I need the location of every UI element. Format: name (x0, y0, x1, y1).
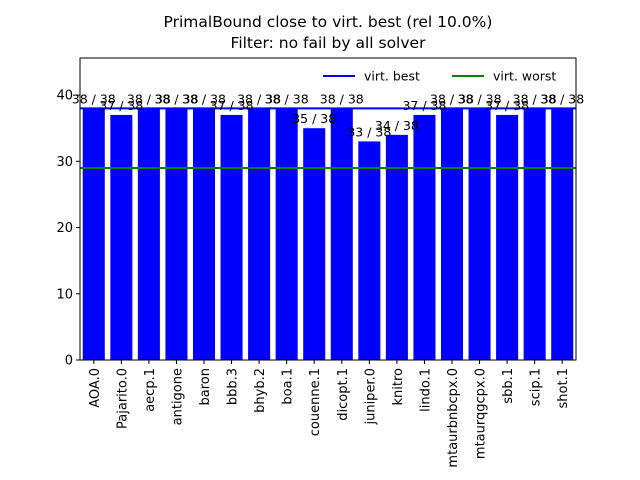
data-label-aoa-0: 38 / 38 (72, 91, 116, 106)
bar-juniper-0 (358, 141, 381, 360)
legend-label-virt-worst: virt. worst (493, 69, 556, 84)
x-tick-label-juniper-0: juniper.0 (363, 368, 378, 426)
x-tick-label-bhyb-2: bhyb.2 (253, 368, 268, 413)
chart-title-line-1: PrimalBound close to virt. best (rel 10.… (164, 13, 493, 31)
data-label-shot-1: 38 / 38 (540, 91, 584, 106)
bar-mtaurbnbcpx-0 (440, 108, 464, 360)
data-label-pajarito-0: 37 / 38 (99, 98, 143, 113)
data-label-antigone: 38 / 38 (154, 91, 198, 106)
bar-group (82, 108, 574, 360)
data-label-boa-1: 38 / 38 (265, 91, 309, 106)
bar-dicopt-1 (330, 108, 353, 360)
x-axis: AOA.0 Pajarito.0 aecp.1 antigone baron bbb.3 b… (88, 360, 571, 468)
bar-shot-1 (551, 108, 574, 360)
y-tick-label-30: 30 (56, 155, 73, 170)
y-tick-label-10: 10 (56, 287, 73, 302)
data-label-juniper-0: 33 / 38 (347, 124, 391, 139)
x-tick-label-knitro: knitro (391, 368, 406, 406)
bar-knitro (385, 134, 408, 360)
data-label-bhyb-2: 38 / 38 (237, 91, 281, 106)
y-tick-label-0: 0 (65, 354, 73, 369)
x-tick-label-sbb-1: sbb.1 (501, 368, 516, 404)
bar-scip-1 (523, 108, 546, 360)
data-label-lindo-1: 37 / 38 (402, 98, 446, 113)
x-tick-label-scip-1: scip.1 (529, 368, 544, 406)
x-tick-label-mtaurbnbcpx-0: mtaurbnbcpx.0 (446, 368, 461, 468)
x-tick-label-aoa-0: AOA.0 (88, 368, 103, 408)
data-label-mtaurbnbcpx-0: 38 / 38 (430, 91, 474, 106)
x-tick-label-bbb-3: bbb.3 (226, 368, 241, 405)
data-label-dicopt-1: 38 / 38 (320, 91, 364, 106)
bar-couenne-1 (303, 128, 326, 360)
x-tick-label-shot-1: shot.1 (556, 368, 571, 408)
x-tick-label-dicopt-1: dicopt.1 (336, 368, 351, 421)
bar-bhyb-2 (248, 108, 271, 360)
data-label-baron: 38 / 38 (182, 91, 226, 106)
data-label-knitro: 34 / 38 (375, 118, 419, 133)
data-label-mtaurqgcpx-0: 38 / 38 (458, 91, 502, 106)
x-tick-label-aecp-1: aecp.1 (143, 368, 158, 412)
y-axis: 0 10 20 30 40 (56, 89, 80, 369)
data-label-couenne-1: 35 / 38 (292, 111, 336, 126)
bar-antigone (165, 108, 188, 360)
bar-pajarito-0 (110, 114, 133, 360)
bar-sbb-1 (496, 114, 519, 360)
x-tick-label-baron: baron (198, 368, 213, 405)
bar-boa-1 (275, 108, 298, 360)
x-tick-label-boa-1: boa.1 (281, 368, 296, 405)
data-label-sbb-1: 37 / 38 (485, 98, 529, 113)
x-tick-label-couenne-1: couenne.1 (308, 368, 323, 436)
reference-lines (80, 107, 576, 169)
x-tick-label-pajarito-0: Pajarito.0 (115, 368, 130, 429)
bar-baron (192, 108, 216, 360)
y-tick-label-20: 20 (56, 221, 73, 236)
x-tick-label-lindo-1: lindo.1 (418, 368, 433, 412)
bar-mtaurqgcpx-0 (468, 108, 491, 360)
data-label-aecp-1: 38 / 38 (127, 91, 171, 106)
legend: virt. best virt. worst (323, 69, 556, 84)
plot-frame (79, 57, 577, 361)
y-tick-label-40: 40 (56, 89, 73, 104)
data-label-bbb-3: 37 / 38 (210, 98, 254, 113)
legend-label-virt-best: virt. best (364, 69, 420, 84)
x-tick-label-mtaurqgcpx-0: mtaurqgcpx.0 (474, 368, 489, 459)
bar-aecp-1 (137, 108, 160, 360)
data-label-scip-1: 38 / 38 (513, 91, 557, 106)
bar-lindo-1 (413, 114, 436, 360)
bar-aoa-0 (82, 108, 105, 360)
chart-title-line-2: Filter: no fail by all solver (231, 34, 427, 52)
x-tick-label-antigone: antigone (170, 368, 185, 425)
bar-bbb-3 (220, 114, 243, 360)
